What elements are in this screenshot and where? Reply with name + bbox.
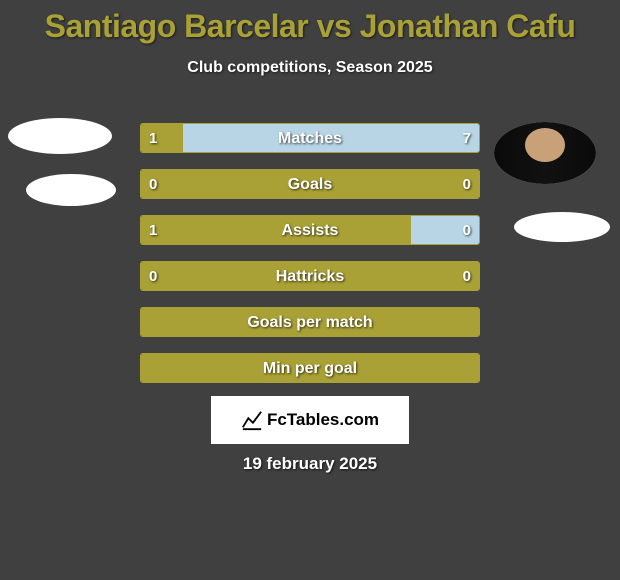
comparison-card: Santiago Barcelar vs Jonathan Cafu Club … [0, 0, 620, 580]
page-title: Santiago Barcelar vs Jonathan Cafu [0, 0, 620, 45]
subtitle: Club competitions, Season 2025 [0, 59, 620, 77]
brand-text: FcTables.com [267, 410, 379, 430]
stat-label: Matches [141, 124, 479, 152]
chart-icon [241, 409, 263, 431]
stat-label: Goals [141, 170, 479, 198]
player1-team-badge [26, 174, 116, 206]
stat-row: 00Goals [140, 169, 480, 199]
player2-avatar [494, 122, 596, 184]
stat-label: Assists [141, 216, 479, 244]
player1-avatar [8, 118, 112, 154]
stat-row: Min per goal [140, 353, 480, 383]
stat-row: Goals per match [140, 307, 480, 337]
stat-label: Min per goal [141, 354, 479, 382]
player2-team-badge [514, 212, 610, 242]
brand-badge: FcTables.com [211, 396, 409, 444]
stat-label: Goals per match [141, 308, 479, 336]
stat-row: 00Hattricks [140, 261, 480, 291]
stat-row: 17Matches [140, 123, 480, 153]
stats-rows: 17Matches 00Goals 10Assists 00Hattricks Goal… [140, 123, 480, 399]
player2-photo [494, 122, 596, 184]
stat-row: 10Assists [140, 215, 480, 245]
stat-label: Hattricks [141, 262, 479, 290]
date-text: 19 february 2025 [0, 454, 620, 474]
